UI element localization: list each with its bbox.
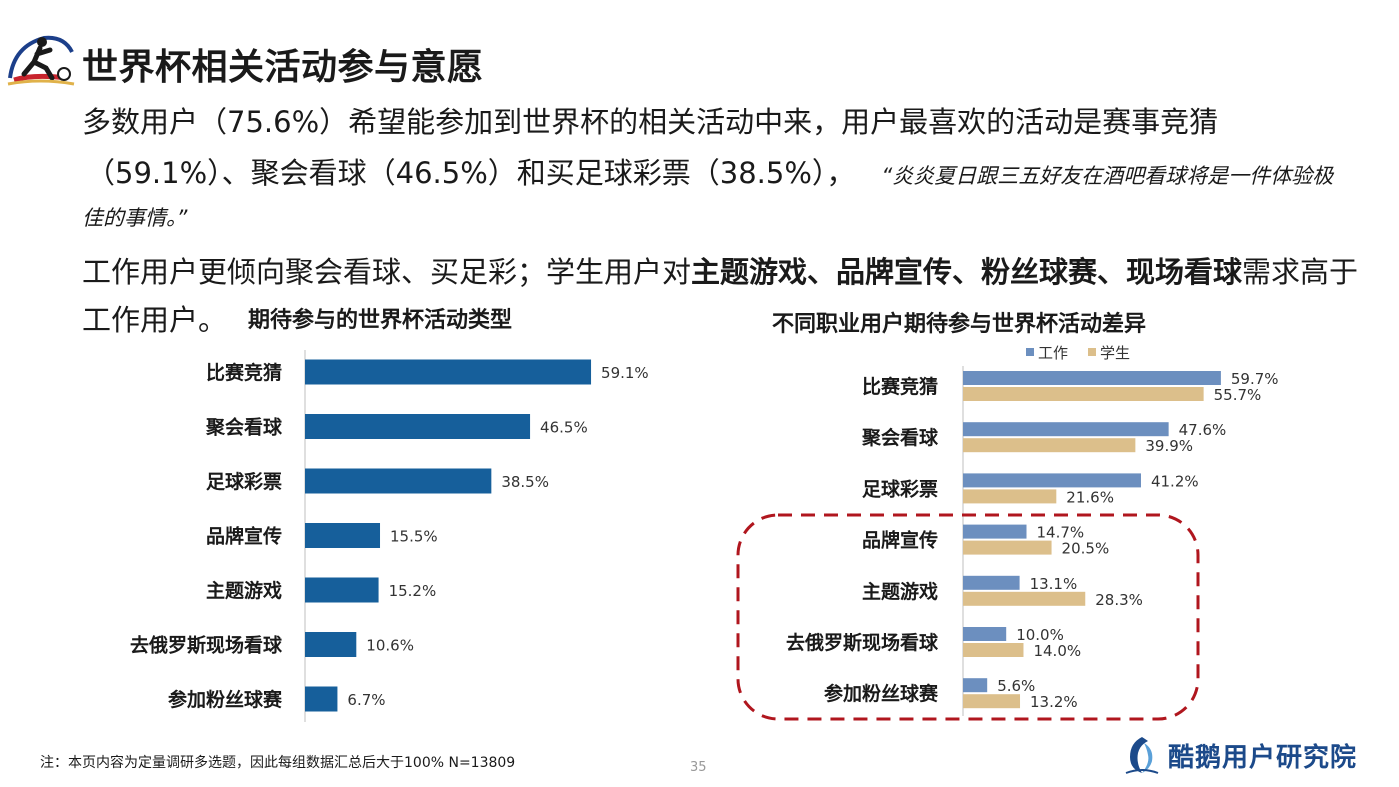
- chart2-category-label: 参加粉丝球赛: [824, 682, 939, 705]
- chart2-data-label: 13.2%: [1030, 693, 1078, 711]
- chart2-bar-work: [963, 473, 1141, 488]
- brand-logo: 酷鹅用户研究院: [1120, 733, 1357, 777]
- chart1-bar: [305, 686, 338, 712]
- chart2-data-label: 14.7%: [1037, 524, 1085, 542]
- chart1-category-label: 品牌宣传: [206, 525, 282, 548]
- world-cup-logo: [7, 35, 75, 86]
- chart2-bar-work: [963, 575, 1020, 590]
- chart2-data-label: 28.3%: [1095, 591, 1143, 609]
- page-number: 35: [690, 760, 707, 775]
- summary-line-2-text: （59.1%）、聚会看球（46.5%）和买足球彩票（38.5%），: [86, 156, 856, 190]
- chart1-bar: [305, 359, 592, 385]
- chart2-category-label: 主题游戏: [862, 580, 938, 603]
- brand-text: 酷鹅用户研究院: [1168, 742, 1358, 773]
- chart1-category-label: 去俄罗斯现场看球: [130, 634, 283, 657]
- chart2-data-label: 14.0%: [1033, 642, 1081, 660]
- chart2-data-label: 41.2%: [1151, 472, 1199, 490]
- insight-line-1: 工作用户更倾向聚会看球、买足彩；学生用户对主题游戏、品牌宣传、粉丝球赛、现场看球…: [82, 252, 1358, 292]
- chart2-title: 不同职业用户期待参与世界杯活动差异: [772, 312, 1147, 337]
- chart2-bar-student: [963, 591, 1086, 606]
- chart1-data-label: 10.6%: [366, 637, 414, 655]
- chart2-legend-swatch: [1088, 348, 1096, 356]
- chart2-highlight-box: [736, 513, 1200, 721]
- page-title: 世界杯相关活动参与意愿: [82, 47, 484, 88]
- summary-line-1: 多数用户（75.6%）希望能参加到世界杯的相关活动中来，用户最喜欢的活动是赛事竞…: [82, 105, 1219, 139]
- chart2-legend-label: 工作: [1038, 344, 1068, 362]
- quote-continuation: 佳的事情。”: [82, 206, 188, 230]
- chart2-data-label: 13.1%: [1030, 575, 1078, 593]
- chart2-bar-work: [963, 422, 1169, 437]
- chart2-bar-student: [963, 489, 1057, 504]
- chart1-category-label: 足球彩票: [206, 470, 282, 493]
- chart2-legend-swatch: [1026, 348, 1034, 356]
- chart1-category-label: 主题游戏: [206, 579, 282, 602]
- chart1-title: 期待参与的世界杯活动类型: [248, 308, 513, 333]
- chart1-category-label: 参加粉丝球赛: [168, 688, 283, 711]
- insight-line-2: 工作用户。: [82, 303, 228, 337]
- chart2-data-label: 20.5%: [1062, 540, 1110, 558]
- chart2-data-label: 55.7%: [1214, 386, 1262, 404]
- chart1-data-label: 38.5%: [501, 473, 549, 491]
- chart2-data-label: 5.6%: [997, 677, 1035, 695]
- chart2-category-label: 比赛竞猜: [862, 375, 938, 398]
- chart2-bar-work: [963, 678, 988, 693]
- summary-line-2: （59.1%）、聚会看球（46.5%）和买足球彩票（38.5%）， “炎炎夏日跟三…: [86, 153, 1333, 196]
- chart2-data-label: 21.6%: [1066, 488, 1114, 506]
- chart1-data-label: 59.1%: [601, 364, 649, 382]
- chart2-data-label: 47.6%: [1179, 421, 1227, 439]
- chart2-data-label: 59.7%: [1231, 370, 1279, 388]
- footnote: 注：本页内容为定量调研多选题，因此每组数据汇总后大于100% N=13809: [40, 755, 516, 771]
- chart2-bar-work: [963, 627, 1007, 641]
- chart2-category-label: 足球彩票: [862, 477, 938, 500]
- chart2-bar-student: [963, 694, 1021, 709]
- chart1-data-label: 6.7%: [347, 691, 385, 709]
- quote-text: “炎炎夏日跟三五好友在酒吧看球将是一件体验极: [881, 164, 1334, 188]
- chart2-bar-student: [963, 438, 1136, 453]
- chart1-data-label: 15.2%: [389, 582, 437, 600]
- chart1-data-label: 15.5%: [390, 528, 438, 546]
- chart2-bar-student: [963, 387, 1204, 401]
- chart2-category-label: 去俄罗斯现场看球: [786, 631, 939, 654]
- chart2-data-label: 39.9%: [1145, 437, 1193, 455]
- chart1-bar: [305, 468, 492, 494]
- chart2-bar-work: [963, 371, 1221, 385]
- chart1-category-label: 比赛竞猜: [206, 361, 282, 384]
- chart1-data-label: 46.5%: [540, 419, 588, 437]
- chart1-bar: [305, 414, 531, 439]
- chart2-bar-student: [963, 540, 1052, 555]
- insight-text-bold: 主题游戏、品牌宣传、粉丝球赛、现场看球: [691, 255, 1243, 289]
- chart2-bar-student: [963, 643, 1024, 657]
- chart1-bar: [305, 632, 357, 657]
- chart2-category-label: 品牌宣传: [862, 529, 938, 552]
- insight-text-c: 需求高于: [1242, 255, 1359, 289]
- chart2-category-label: 聚会看球: [861, 426, 939, 449]
- insight-text-a: 工作用户更倾向聚会看球、买足彩；学生用户对: [82, 255, 692, 289]
- chart2-legend-label: 学生: [1100, 344, 1130, 362]
- chart2-bar-work: [963, 524, 1027, 539]
- chart2-data-label: 10.0%: [1016, 626, 1064, 644]
- penguin-icon: [1125, 737, 1159, 774]
- chart1-bar: [305, 577, 379, 603]
- chart1-bar: [305, 523, 381, 548]
- chart1-category-label: 聚会看球: [205, 416, 283, 439]
